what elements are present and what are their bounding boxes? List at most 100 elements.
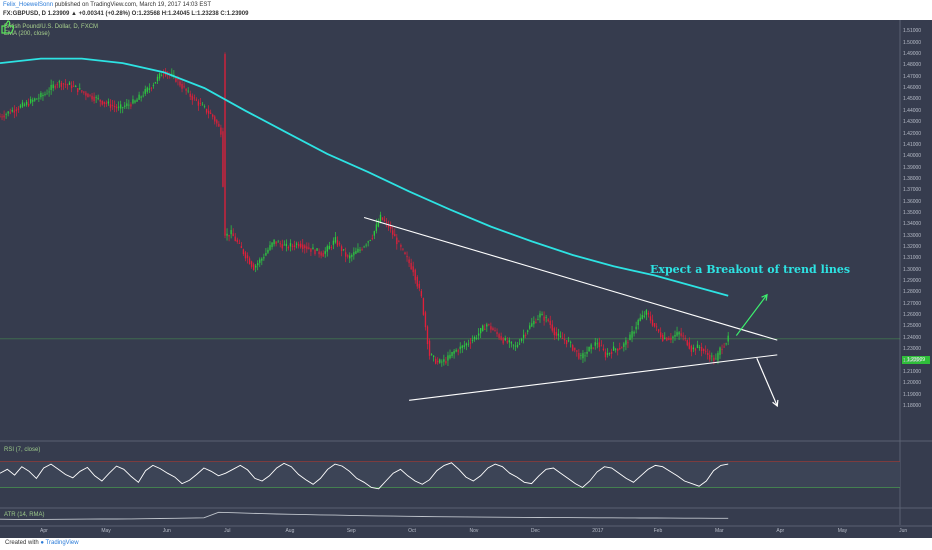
candle — [390, 226, 392, 229]
candle — [9, 112, 11, 114]
candle — [138, 94, 140, 100]
price-tick-label: 1.41000 — [903, 141, 922, 148]
arrow-breakout-down — [756, 358, 778, 407]
candle — [54, 86, 56, 88]
candle — [696, 344, 699, 349]
candle — [631, 331, 633, 338]
candle — [302, 244, 304, 249]
candle — [328, 245, 330, 250]
candle — [555, 331, 558, 336]
candle — [662, 335, 664, 342]
candle — [287, 247, 290, 249]
candle — [525, 334, 527, 336]
candle — [406, 256, 408, 258]
candle — [242, 249, 245, 255]
candle — [111, 105, 114, 106]
candle — [171, 73, 173, 76]
candle — [510, 341, 513, 344]
price-tick-label: 1.35000 — [903, 209, 922, 216]
candle — [11, 110, 13, 112]
candle — [210, 112, 212, 114]
candle — [422, 298, 425, 315]
candle — [719, 347, 721, 355]
candle — [549, 320, 551, 326]
candle — [293, 245, 296, 248]
candle — [721, 349, 723, 350]
candle — [48, 91, 50, 93]
candle — [668, 337, 670, 340]
candle — [50, 84, 52, 90]
candle — [713, 357, 715, 361]
candle — [490, 326, 492, 330]
price-pane — [0, 20, 900, 440]
candle — [203, 106, 206, 108]
candle — [244, 252, 247, 259]
candle — [207, 110, 210, 114]
candle — [259, 259, 261, 263]
candle — [156, 76, 159, 81]
time-tick-label: Dec — [530, 528, 540, 534]
candle — [240, 246, 243, 249]
candle — [617, 348, 619, 351]
candle — [70, 85, 73, 89]
candle — [115, 106, 118, 109]
candle — [77, 88, 79, 93]
candle — [400, 245, 402, 247]
candle — [465, 343, 468, 346]
candle — [257, 263, 259, 266]
candle — [432, 355, 435, 357]
candle — [183, 86, 185, 88]
candle — [252, 264, 255, 271]
price-tick-label: 1.32000 — [903, 244, 922, 251]
candle — [475, 337, 478, 339]
candle — [81, 90, 83, 92]
candle — [375, 224, 378, 232]
candle — [25, 101, 28, 105]
chart-area[interactable]: British Pound/U.S. Dollar, D, FXCM EMA (… — [0, 20, 932, 538]
candle — [21, 102, 24, 107]
candle — [105, 102, 108, 104]
candle — [285, 243, 288, 247]
candle — [592, 347, 594, 349]
candle — [95, 97, 97, 98]
candle — [310, 248, 312, 252]
candle — [582, 353, 584, 359]
candle — [506, 341, 508, 343]
time-tick-label: Apr — [776, 528, 785, 534]
price-tick-label: 1.22000 — [903, 357, 922, 364]
candle — [557, 333, 560, 336]
candle — [451, 351, 453, 356]
candle — [635, 326, 637, 330]
price-tick-label: 1.34000 — [903, 221, 922, 228]
candle — [480, 328, 482, 334]
trend-line-resistance — [363, 216, 778, 341]
chart-header: Felix_HoewelSonn published on TradingVie… — [0, 0, 932, 20]
price-tick-label: 1.23000 — [903, 346, 922, 353]
candle — [514, 345, 517, 347]
candle — [60, 82, 63, 87]
candle — [326, 246, 328, 252]
author-link[interactable]: Felix_HoewelSonn — [3, 2, 54, 8]
candle — [412, 266, 414, 273]
candle — [437, 360, 439, 363]
rsi-line — [0, 462, 729, 490]
candle — [725, 343, 727, 345]
candle — [608, 352, 611, 354]
chart-canvas[interactable] — [0, 20, 932, 538]
candle — [128, 104, 130, 106]
candle — [365, 244, 367, 246]
candle — [647, 312, 650, 315]
candle — [27, 103, 30, 106]
candle — [279, 243, 281, 245]
candle — [134, 100, 136, 103]
candle — [234, 236, 236, 242]
candle — [228, 234, 230, 237]
candle — [655, 326, 658, 328]
candle — [197, 101, 200, 106]
candle — [424, 312, 427, 328]
tradingview-brand[interactable]: TradingView — [45, 540, 79, 546]
candle — [261, 258, 263, 261]
candle — [52, 84, 54, 89]
candle — [218, 123, 220, 127]
candle — [103, 101, 105, 104]
